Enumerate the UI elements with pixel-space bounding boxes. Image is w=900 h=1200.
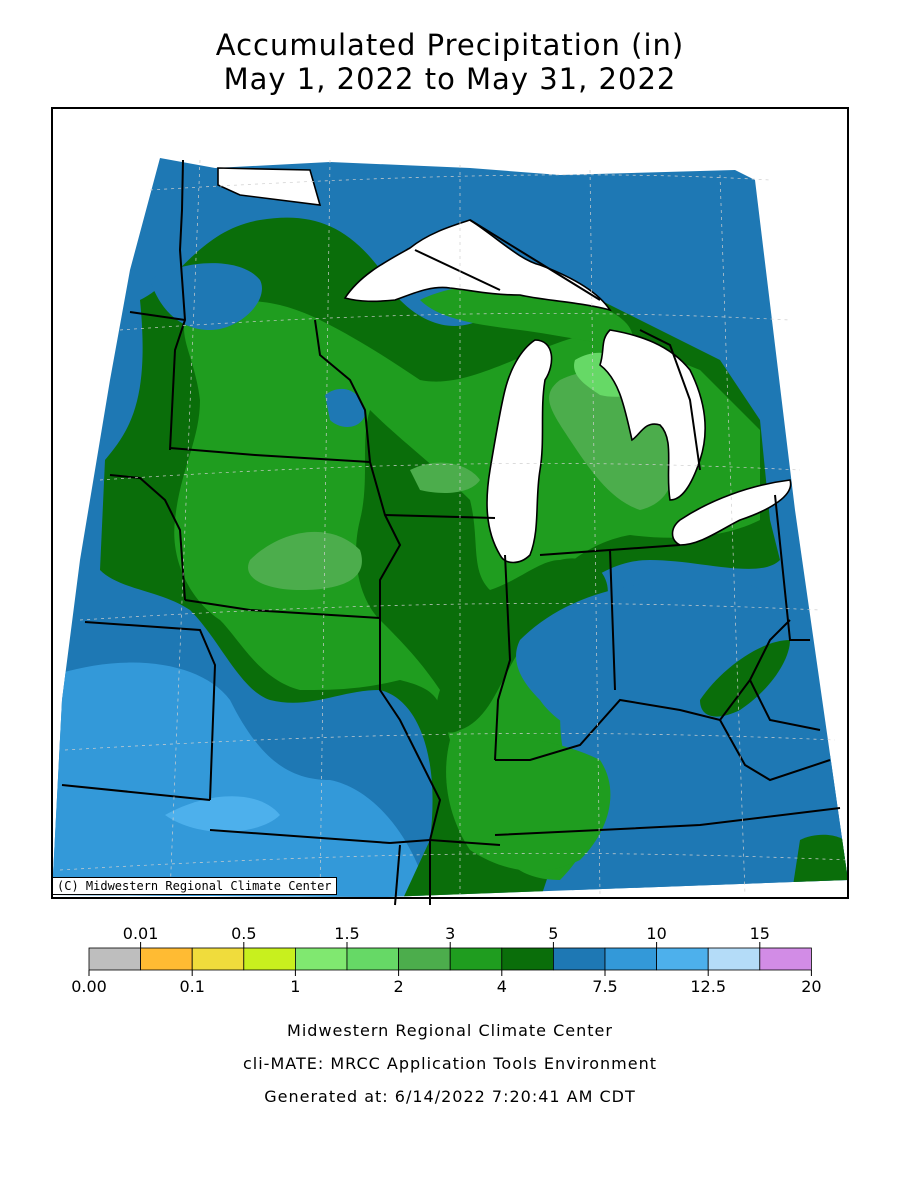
legend-top-label: 15 [750, 924, 770, 943]
precip-region-2-3-wi [410, 462, 480, 493]
legend-swatch [243, 947, 296, 971]
precip-region-4-5-central [356, 410, 608, 733]
legend-bottom-label: 4 [497, 977, 507, 995]
legend-top-label: 0.01 [123, 924, 159, 943]
legend-swatch [140, 947, 193, 971]
legend-swatch [604, 947, 657, 971]
footer-org: Midwestern Regional Climate Center [287, 1021, 613, 1040]
border-il-in [494, 554, 512, 761]
precip-region-4-5-ohio-river [700, 640, 790, 717]
footer-tool: cli-MATE: MRCC Application Tools Environ… [242, 1054, 658, 1073]
legend-top-label: 3 [445, 924, 455, 943]
border-nd-mn [169, 159, 187, 451]
border-ia-il [369, 461, 402, 618]
border-mn-ia [169, 447, 371, 463]
legend-top-label: 10 [646, 924, 666, 943]
legend-bottom-label: 12.5 [690, 977, 726, 995]
border-oh-pa [774, 494, 810, 641]
map-border [51, 107, 849, 899]
legend-bottom-label: 2 [394, 977, 404, 995]
border-ks-ok [61, 784, 211, 801]
legend-bottom-label: 20 [801, 977, 821, 995]
legend-swatch [191, 947, 245, 971]
border-sd-ne [109, 474, 186, 601]
map-credit: (C) Midwestern Regional Climate Center [52, 877, 337, 895]
border-ohio-river [495, 619, 791, 761]
border-ks-mo [209, 829, 391, 844]
border-tn-ms [394, 844, 401, 906]
legend-swatch [501, 947, 554, 971]
legend-swatch [88, 947, 141, 971]
lake-winnipeg-edge [217, 167, 322, 206]
legend-bottom-label: 1 [290, 977, 300, 995]
precip-region-2-3-iowa [248, 531, 362, 590]
color-legend: 0.01 0.5 1.5 3 5 10 15 0.00 0.1 1 2 4 7.5 12.5 20 [71, 924, 821, 995]
legend-swatch [553, 947, 606, 971]
precip-region-7.5-10 [52, 662, 430, 897]
border-wv [749, 679, 821, 731]
legend-swatch [398, 947, 451, 971]
border-ky-va [719, 719, 831, 782]
legend-swatch [294, 947, 348, 971]
footer-generated: Generated at: 6/14/2022 7:20:41 AM CDT [264, 1087, 636, 1106]
lake-superior [343, 219, 612, 312]
legend-swatch [449, 947, 503, 971]
border-mi-oh [609, 544, 681, 551]
border-mi-up [414, 249, 501, 291]
legend-swatch [707, 947, 761, 971]
map-subtitle: May 1, 2022 to May 31, 2022 [223, 62, 677, 96]
legend-swatch [346, 947, 399, 971]
great-lakes [217, 167, 792, 564]
lat-lon-grid [59, 159, 849, 896]
map-title: Accumulated Precipitation (in) [215, 28, 685, 62]
border-canada-mi [469, 219, 601, 301]
border-ia-mo [184, 599, 381, 619]
precip-region-3-4-ky [446, 736, 611, 871]
lake-michigan [486, 339, 553, 564]
legend-bottom-label: 0.00 [71, 977, 107, 995]
legend-swatch [759, 947, 812, 971]
legend-bottom-label: 0.1 [179, 977, 204, 995]
legend-bottom-label: 7.5 [592, 977, 617, 995]
border-ky-tn [494, 807, 841, 836]
border-ne-ks [84, 621, 217, 801]
legend-top-label: 0.5 [231, 924, 256, 943]
precip-region-5-7.5-mn [150, 263, 262, 330]
precip-region-5-7.5-wi [325, 388, 365, 427]
legend-swatch [656, 947, 709, 971]
border-mi-huron-shore [639, 329, 701, 471]
legend-top-label: 1.5 [334, 924, 359, 943]
precip-region-10-12.5 [165, 796, 280, 832]
border-wi-il [384, 514, 496, 519]
state-borders [61, 159, 841, 906]
precipitation-map [51, 107, 849, 906]
border-mo-il [379, 618, 442, 841]
border-mn-wi [314, 319, 371, 463]
legend-top-label: 5 [548, 924, 558, 943]
border-nd-sd [129, 311, 186, 321]
